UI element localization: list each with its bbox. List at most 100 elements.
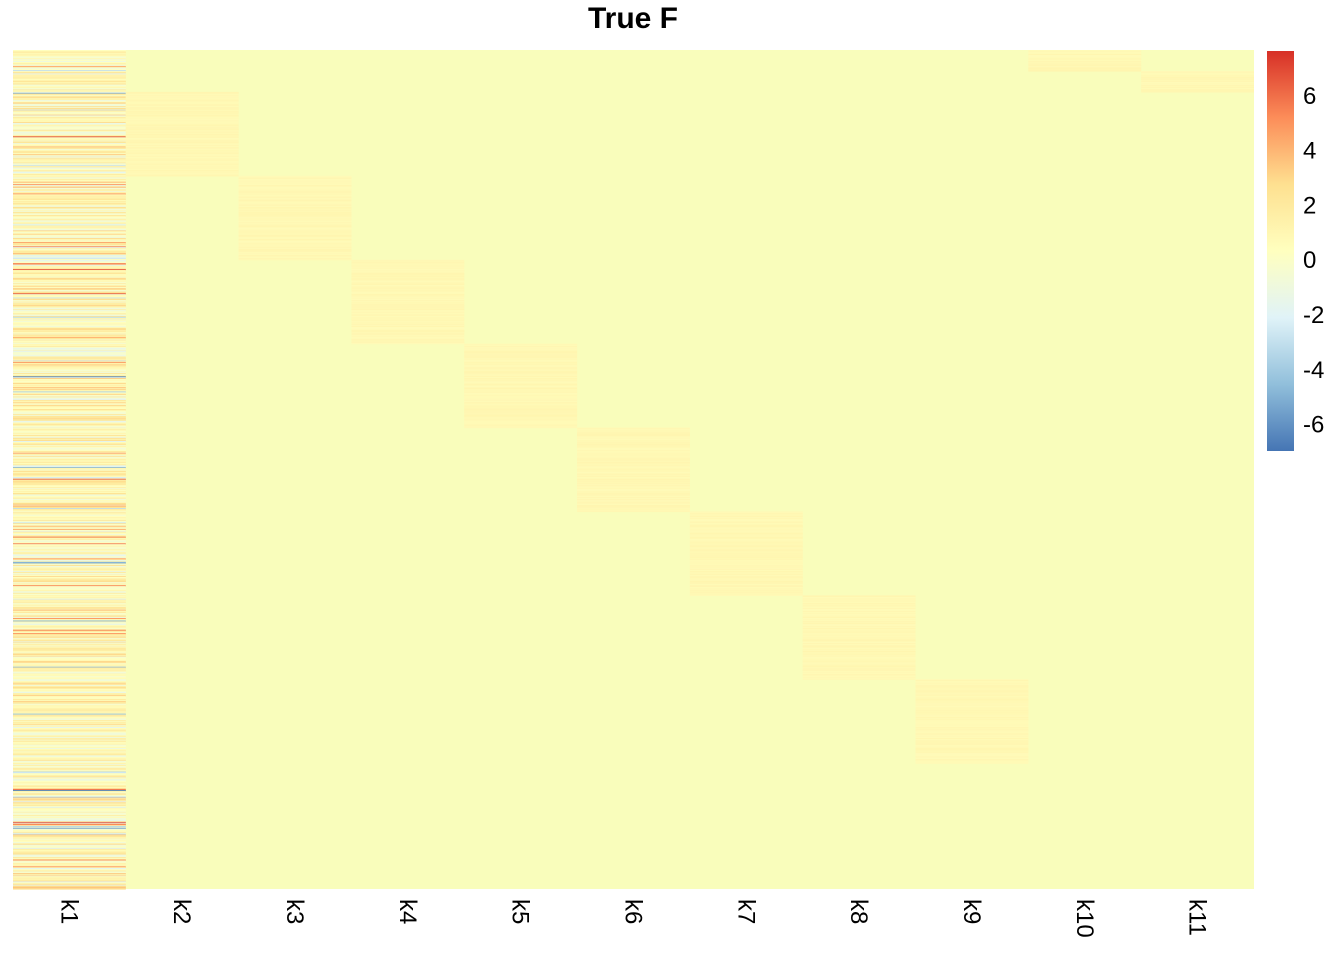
heatmap-cell-k1 xyxy=(13,622,126,624)
heatmap-cell-k7 xyxy=(689,524,803,526)
heatmap-cell-k2 xyxy=(125,121,239,123)
heatmap-cell-k1 xyxy=(13,492,126,494)
heatmap-cell-k1 xyxy=(13,430,126,432)
heatmap-cell-k1 xyxy=(13,784,126,787)
heatmap-cell-k1 xyxy=(13,112,126,115)
heatmap-cell-k9 xyxy=(915,690,1029,693)
heatmap-cell-k7 xyxy=(689,572,803,575)
heatmap-cell-k7 xyxy=(689,571,803,574)
heatmap-cell-k1 xyxy=(13,310,126,312)
heatmap-cell-k1 xyxy=(13,338,126,341)
heatmap-cell-k1 xyxy=(13,786,126,789)
heatmap-cell-k2 xyxy=(125,142,239,144)
heatmap-cell-k1 xyxy=(13,227,126,229)
heatmap-cell-k6 xyxy=(577,440,690,442)
heatmap-cell-k6 xyxy=(577,486,690,488)
heatmap-cell-k7 xyxy=(689,553,803,555)
heatmap-cell-k1 xyxy=(13,764,126,767)
heatmap-cell-k4 xyxy=(351,263,465,266)
heatmap-cell-k7 xyxy=(689,593,803,596)
heatmap-cell-k6 xyxy=(577,492,690,494)
heatmap-cell-k1 xyxy=(13,712,126,715)
heatmap-cell-k1 xyxy=(13,839,126,841)
heatmap-cell-k1 xyxy=(13,697,126,700)
heatmap-cell-k1 xyxy=(13,518,126,520)
heatmap-cell-k2 xyxy=(125,169,239,171)
heatmap-cell-k8 xyxy=(802,652,916,654)
heatmap-cell-k1 xyxy=(13,628,126,630)
heatmap-cell-k1 xyxy=(13,209,126,211)
heatmap-cell-k1 xyxy=(13,549,126,551)
heatmap-cell-k1 xyxy=(13,242,126,244)
heatmap-cell-k3 xyxy=(238,245,352,247)
heatmap-cell-k2 xyxy=(125,164,239,167)
heatmap-cell-k1 xyxy=(13,193,126,195)
heatmap-cell-k1 xyxy=(13,624,126,627)
heatmap-cell-k1 xyxy=(13,224,126,226)
heatmap-cell-k6 xyxy=(577,437,690,440)
heatmap-cell-k9 xyxy=(915,711,1029,714)
heatmap-cell-k7 xyxy=(689,529,803,532)
heatmap-cell-k4 xyxy=(351,273,465,275)
x-tick-label-k2: k2 xyxy=(168,899,195,924)
heatmap-cell-k1 xyxy=(13,194,126,196)
heatmap-cell-k1 xyxy=(13,143,126,146)
heatmap-cell-k1 xyxy=(13,868,126,870)
heatmap-cell-k10 xyxy=(1028,50,1142,53)
heatmap-cell-k1 xyxy=(13,105,126,107)
heatmap-cell-k1 xyxy=(13,809,126,811)
heatmap-cell-k1 xyxy=(13,664,126,667)
heatmap-cell-k2 xyxy=(125,131,239,133)
heatmap-cell-k1 xyxy=(13,236,126,238)
heatmap-cell-k1 xyxy=(13,534,126,537)
heatmap-cell-k1 xyxy=(13,743,126,745)
heatmap-cell-k1 xyxy=(13,513,126,515)
heatmap-cell-k1 xyxy=(13,96,126,98)
heatmap-cell-k9 xyxy=(915,701,1029,704)
heatmap-cell-k1 xyxy=(13,126,126,128)
heatmap-cell-k1 xyxy=(13,416,126,419)
heatmap-cell-k1 xyxy=(13,257,126,259)
heatmap-cell-k1 xyxy=(13,769,126,772)
heatmap-cell-k1 xyxy=(13,363,126,366)
heatmap-cell-k4 xyxy=(351,315,465,317)
heatmap-cell-k4 xyxy=(351,313,465,315)
heatmap-cell-k1 xyxy=(13,65,126,67)
heatmap-cell-k8 xyxy=(802,601,916,603)
heatmap-cell-k1 xyxy=(13,602,126,605)
heatmap-cell-k7 xyxy=(689,512,803,514)
heatmap-cell-k1 xyxy=(13,789,126,792)
heatmap-cell-k8 xyxy=(802,607,916,610)
heatmap-cell-k1 xyxy=(13,231,126,233)
heatmap-cell-k1 xyxy=(13,528,126,530)
heatmap-cell-k11 xyxy=(1141,86,1254,88)
heatmap-cell-k1 xyxy=(13,680,126,682)
heatmap-cell-k1 xyxy=(13,577,126,580)
heatmap-cell-k1 xyxy=(13,633,126,635)
heatmap-cell-k1 xyxy=(13,472,126,475)
heatmap-cell-k1 xyxy=(13,71,126,74)
heatmap-cell-k1 xyxy=(13,388,126,390)
heatmap-cell-k1 xyxy=(13,159,126,161)
heatmap-cell-k6 xyxy=(577,501,690,503)
heatmap-cell-k1 xyxy=(13,605,126,607)
heatmap-cell-k1 xyxy=(13,267,126,269)
heatmap-cell-k1 xyxy=(13,583,126,586)
heatmap-cell-k1 xyxy=(13,389,126,392)
heatmap-cell-k1 xyxy=(13,792,126,794)
heatmap-cell-k1 xyxy=(13,803,126,805)
heatmap-cell-k1 xyxy=(13,408,126,410)
heatmap-cell-k1 xyxy=(13,877,126,879)
heatmap-cell-k6 xyxy=(577,431,690,434)
heatmap-cell-k3 xyxy=(238,201,352,203)
heatmap-cell-k1 xyxy=(13,254,126,257)
heatmap-cell-k1 xyxy=(13,653,126,655)
heatmap-cell-k1 xyxy=(13,580,126,582)
heatmap-cell-k10 xyxy=(1028,60,1142,63)
heatmap-cell-k5 xyxy=(464,373,578,375)
heatmap-cell-k1 xyxy=(13,663,126,665)
heatmap-cell-k9 xyxy=(915,746,1029,748)
heatmap-cell-k1 xyxy=(13,815,126,817)
heatmap-cell-k7 xyxy=(689,549,803,551)
heatmap-cell-k1 xyxy=(13,669,126,671)
